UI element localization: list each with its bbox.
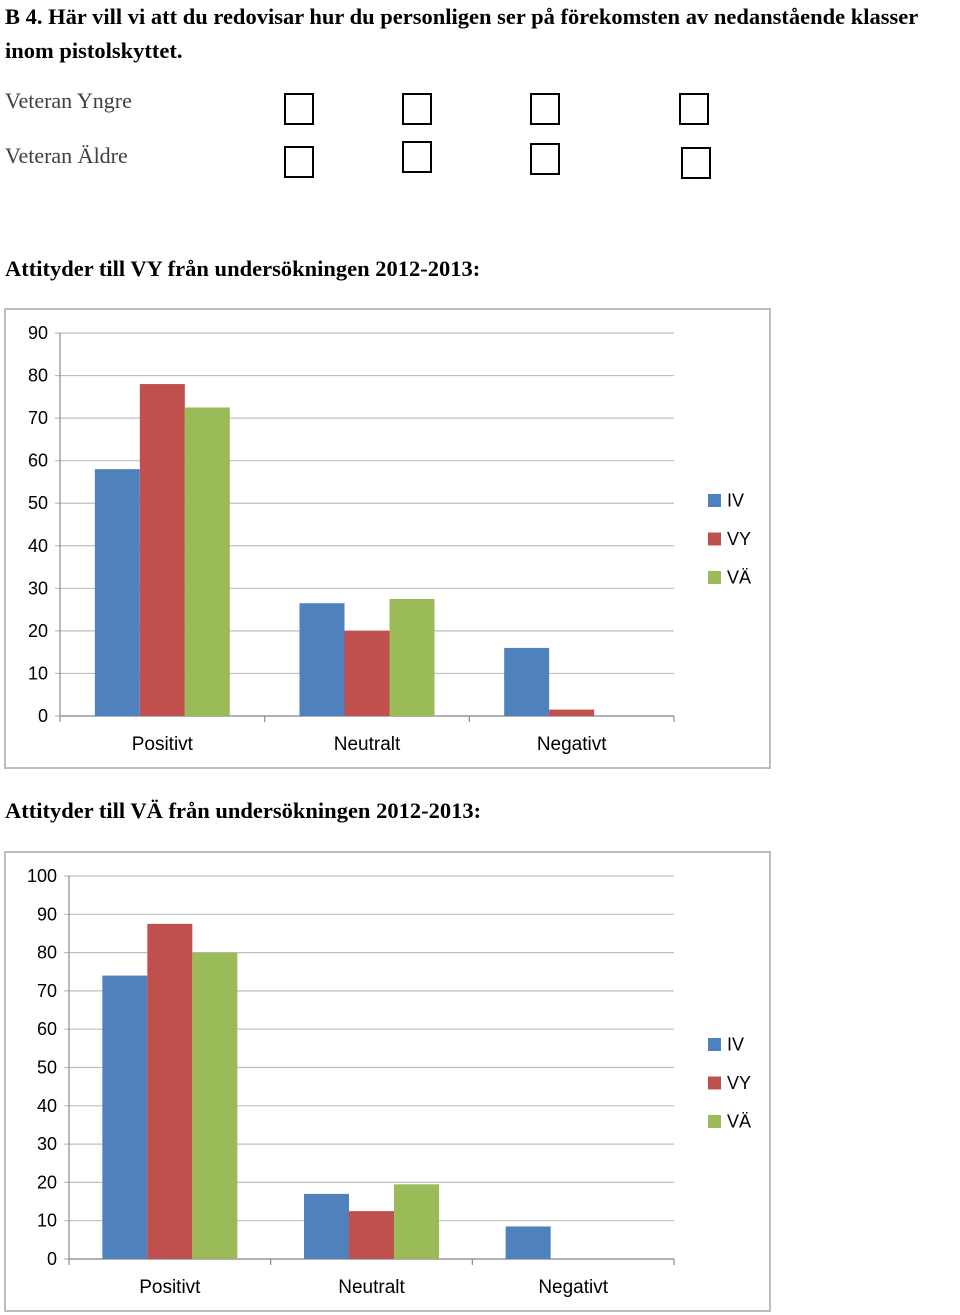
chart-1-title: Attityder till VY från undersökningen 20… — [5, 256, 481, 281]
y-tick-label: 30 — [28, 578, 48, 598]
bar-neutralt-vy — [344, 630, 390, 716]
y-tick-label: 0 — [38, 706, 48, 726]
checkbox-vy-4[interactable] — [679, 93, 709, 125]
y-tick-label: 0 — [47, 1249, 57, 1269]
x-category-label: Positivt — [139, 1277, 201, 1298]
legend-label-va: VÄ — [727, 1112, 751, 1132]
y-tick-label: 20 — [37, 1172, 57, 1192]
y-tick-label: 10 — [37, 1211, 57, 1231]
checkbox-vy-3[interactable] — [530, 93, 560, 125]
question-number: B 4. — [5, 4, 43, 29]
legend-swatch-va — [708, 571, 721, 584]
y-tick-label: 40 — [28, 536, 48, 556]
checkbox-vy-1[interactable] — [284, 93, 314, 125]
bar-positivt-va — [192, 952, 238, 1259]
question-text: B 4. Här vill vi att du redovisar hur du… — [5, 0, 960, 68]
legend-label-vy: VY — [727, 529, 751, 549]
x-category-label: Neutralt — [334, 734, 401, 755]
y-tick-label: 20 — [28, 621, 48, 641]
y-tick-label: 100 — [27, 866, 57, 886]
bar-negativt-iv — [505, 1226, 551, 1259]
bar-neutralt-va — [389, 598, 435, 716]
x-category-label: Negativt — [537, 734, 607, 755]
y-tick-label: 40 — [37, 1096, 57, 1116]
checkbox-va-3[interactable] — [530, 143, 560, 175]
y-tick-label: 60 — [37, 1019, 57, 1039]
legend-label-va: VÄ — [727, 568, 751, 588]
checkbox-va-2[interactable] — [402, 141, 432, 173]
bar-neutralt-iv — [299, 603, 345, 716]
bar-neutralt-vy — [349, 1211, 394, 1259]
legend-swatch-va — [708, 1115, 721, 1128]
bar-positivt-iv — [102, 975, 148, 1259]
x-category-label: Neutralt — [338, 1277, 405, 1298]
bar-positivt-vy — [147, 923, 193, 1259]
checkbox-va-4[interactable] — [681, 147, 711, 179]
y-tick-label: 90 — [28, 323, 48, 343]
y-tick-label: 50 — [28, 493, 48, 513]
chart-2: 0 10 20 30 40 50 60 70 80 90 100 Positivt Neutralt Ne… — [27, 866, 751, 1298]
bar-positivt-va — [184, 407, 230, 716]
chart-2-frame: 0 10 20 30 40 50 60 70 80 90 100 Positivt Neutralt Ne… — [4, 851, 771, 1312]
x-category-label: Negativt — [538, 1277, 608, 1298]
legend-swatch-iv — [708, 1038, 721, 1051]
chart-2-title: Attityder till VÄ från undersökningen 20… — [5, 798, 482, 823]
chart-1-frame: 0 10 20 30 40 50 60 70 80 90 Positivt Neutralt Negat… — [4, 308, 771, 769]
chart-1: 0 10 20 30 40 50 60 70 80 90 Positivt Neutralt Negat… — [28, 323, 751, 755]
row-label-veteran-aldre: Veteran Äldre — [5, 143, 128, 168]
y-tick-label: 50 — [37, 1058, 57, 1078]
legend-label-iv: IV — [727, 491, 744, 511]
bar-neutralt-iv — [304, 1193, 349, 1259]
legend-swatch-iv — [708, 494, 721, 507]
y-tick-label: 10 — [28, 663, 48, 683]
checkbox-va-1[interactable] — [284, 146, 314, 178]
question-body: Här vill vi att du redovisar hur du pers… — [5, 4, 918, 63]
x-category-label: Positivt — [132, 734, 194, 755]
y-tick-label: 80 — [37, 943, 57, 963]
y-tick-label: 80 — [28, 366, 48, 386]
bar-negativt-vy — [549, 709, 595, 716]
y-tick-label: 90 — [37, 904, 57, 924]
bar-positivt-iv — [94, 469, 140, 716]
y-tick-label: 70 — [37, 981, 57, 1001]
legend-label-iv: IV — [727, 1035, 744, 1055]
row-label-veteran-yngre: Veteran Yngre — [5, 88, 132, 113]
legend-swatch-vy — [708, 1076, 721, 1090]
bar-neutralt-va — [394, 1184, 439, 1259]
y-tick-label: 70 — [28, 408, 48, 428]
y-tick-label: 60 — [28, 451, 48, 471]
legend-swatch-vy — [708, 532, 721, 546]
bar-positivt-vy — [139, 384, 185, 716]
checkbox-vy-2[interactable] — [402, 93, 432, 125]
legend-label-vy: VY — [727, 1073, 751, 1093]
bar-negativt-iv — [504, 647, 550, 716]
y-tick-label: 30 — [37, 1134, 57, 1154]
